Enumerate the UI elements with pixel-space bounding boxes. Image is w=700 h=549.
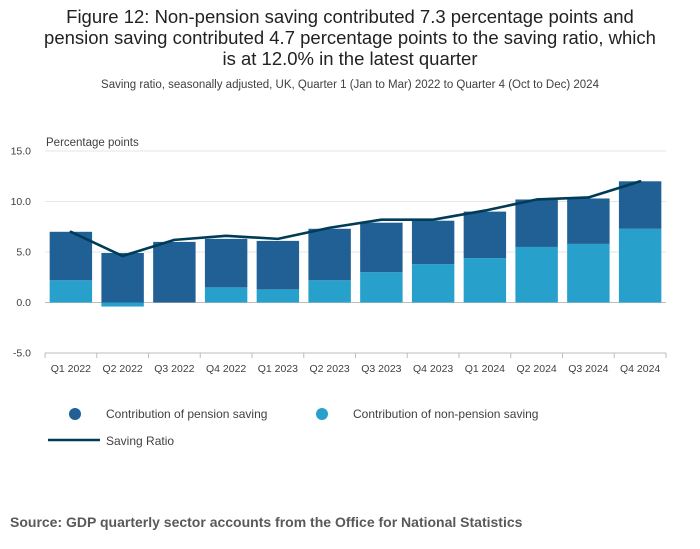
- y-axis-label: Percentage points: [46, 137, 139, 149]
- legend: Contribution of pension saving Contributi…: [48, 407, 538, 448]
- saving-ratio-line: [69, 180, 642, 258]
- bar-pension: [204, 238, 248, 288]
- x-tick-label: Q1 2024: [465, 363, 505, 375]
- x-tick-label: Q2 2024: [516, 363, 556, 375]
- bar-pension: [618, 181, 662, 229]
- bar-non-pension: [567, 243, 610, 303]
- y-tick-label: -5.0: [13, 348, 31, 360]
- chart-title-line-2: pension saving contributed 4.7 percentag…: [44, 27, 656, 48]
- legend-marker-non-pension: [316, 408, 328, 420]
- y-tick-label: 10.0: [11, 196, 32, 208]
- legend-label-pension: Contribution of pension saving: [106, 407, 267, 421]
- bar-non-pension: [411, 264, 455, 303]
- bar-non-pension: [463, 258, 507, 303]
- y-tick-label: 0.0: [16, 297, 31, 309]
- y-tick-label: 15.0: [11, 146, 32, 158]
- legend-label-non-pension: Contribution of non-pension saving: [353, 407, 538, 421]
- x-tick-label: Q4 2024: [620, 363, 660, 375]
- bar-non-pension: [308, 280, 351, 303]
- bar-non-pension: [256, 289, 300, 303]
- bar-pension: [360, 222, 403, 273]
- chart-subtitle: Saving ratio, seasonally adjusted, UK, Q…: [101, 79, 599, 91]
- legend-marker-pension: [69, 408, 81, 420]
- bar-pension: [256, 240, 300, 290]
- chart-title-line-3: is at 12.0% in the latest quarter: [222, 48, 478, 69]
- y-tick-label: 5.0: [16, 247, 31, 259]
- bar-pension: [308, 228, 351, 281]
- x-tick-label: Q1 2023: [258, 363, 298, 375]
- x-tick-label: Q3 2023: [361, 363, 401, 375]
- bar-pension: [463, 211, 507, 259]
- bar-non-pension: [101, 302, 144, 307]
- chart-title: Figure 12: Non-pension saving contribute…: [0, 6, 700, 69]
- bar-pension: [515, 199, 558, 247]
- source-note: Source: GDP quarterly sector accounts fr…: [10, 514, 523, 530]
- bar-non-pension: [360, 272, 403, 303]
- x-tick-label: Q4 2023: [413, 363, 453, 375]
- x-tick-label: Q2 2022: [102, 363, 142, 375]
- x-tick-label: Q3 2022: [154, 363, 194, 375]
- bar-pension: [101, 253, 144, 303]
- chart-title-line-1: Figure 12: Non-pension saving contribute…: [66, 6, 634, 27]
- bar-pension: [49, 231, 93, 281]
- x-tick-label: Q3 2024: [568, 363, 608, 375]
- bar-non-pension: [618, 228, 662, 303]
- x-tick-label: Q1 2022: [51, 363, 91, 375]
- bar-non-pension: [515, 246, 558, 303]
- x-tick-label: Q2 2023: [309, 363, 349, 375]
- x-tick-label: Q4 2022: [206, 363, 246, 375]
- bar-non-pension: [49, 280, 93, 303]
- legend-label-saving-ratio: Saving Ratio: [106, 434, 174, 448]
- bar-pension: [153, 241, 196, 303]
- bar-pension: [411, 220, 455, 265]
- bar-pension: [567, 198, 610, 244]
- bar-non-pension: [204, 287, 248, 303]
